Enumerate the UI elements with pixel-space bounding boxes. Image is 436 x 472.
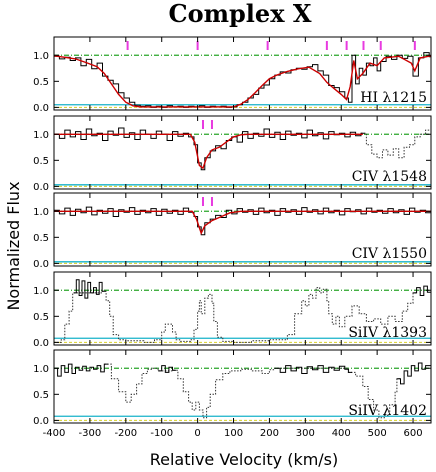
panel-plot-area (54, 279, 431, 343)
x-tick-label: 500 (368, 428, 387, 439)
y-tick-label: 0.5 (33, 312, 49, 323)
x-tick-label: -300 (79, 428, 102, 439)
panel-plot-area (54, 127, 431, 187)
model-fit (54, 133, 363, 170)
flux-spectrum (274, 365, 352, 374)
model-fit (54, 210, 431, 236)
panel-frame (53, 192, 432, 267)
panel-plot-area (54, 206, 431, 264)
flux-spectrum (158, 365, 177, 373)
panel-1: 0.0 0.5 1.0 HI λ1215 (33, 36, 432, 114)
y-tick-label: 1.0 (33, 51, 49, 62)
x-tick-label: -100 (150, 428, 173, 439)
panel-plot-area (54, 362, 431, 421)
y-tick-label: 1.0 (33, 286, 49, 297)
x-tick-label: 200 (260, 428, 279, 439)
flux-spectrum (54, 127, 365, 171)
flux-spectrum (413, 285, 431, 296)
panel-5: 0.0 0.5 1.0 SiIV λ1402 (33, 349, 432, 427)
panel-3: 0.0 0.5 1.0 CIV λ1550 (33, 192, 432, 270)
y-tick-label: 0.5 (33, 156, 49, 167)
x-tick-label: -400 (43, 428, 66, 439)
y-tick-label: 0.5 (33, 390, 49, 401)
x-tick-label: 600 (404, 428, 423, 439)
panel-label: SiIV λ1402 (348, 403, 427, 419)
panel-label: SiIV λ1393 (348, 325, 427, 341)
y-tick-label: 1.0 (33, 130, 49, 141)
y-tick-label: 0.5 (33, 77, 49, 88)
y-tick-label: 0.0 (33, 182, 49, 193)
y-tick-label: 0.0 (33, 103, 49, 114)
y-tick-label: 0.0 (33, 338, 49, 349)
y-tick-label: 0.5 (33, 233, 49, 244)
x-tick-label: 0 (194, 428, 200, 439)
x-axis-label: Relative Velocity (km/s) (150, 450, 339, 469)
flux-spectrum (54, 52, 431, 108)
panel-label: CIV λ1548 (352, 169, 427, 185)
blended-flux (104, 363, 401, 419)
y-tick-label: 1.0 (33, 364, 49, 375)
panel-4: 0.0 0.5 1.0 SiIV λ1393 (33, 271, 432, 349)
flux-spectrum (73, 279, 106, 299)
y-tick-label: 0.0 (33, 416, 49, 427)
x-tick-label: -200 (114, 428, 137, 439)
x-tick-label: 100 (224, 428, 243, 439)
panel-frame (53, 36, 432, 111)
panel-plot-area (54, 52, 431, 108)
y-tick-label: 1.0 (33, 207, 49, 218)
panel-frame (53, 271, 432, 346)
blended-flux (361, 127, 431, 159)
x-tick-label: 400 (332, 428, 351, 439)
y-tick-label: 0.0 (33, 259, 49, 270)
panel-2: 0.0 0.5 1.0 CIV λ1548 (33, 115, 432, 193)
panel-label: CIV λ1550 (352, 246, 427, 262)
panel-frame (53, 115, 432, 190)
x-tick-label: 300 (296, 428, 315, 439)
y-axis-label: Normalized Flux (4, 181, 23, 310)
flux-spectrum (396, 362, 431, 385)
model-fit (54, 55, 431, 108)
flux-spectrum (54, 363, 108, 377)
chart-title: Complex X (169, 0, 312, 28)
panel-frame (53, 349, 432, 424)
panel-label: HI λ1215 (360, 90, 427, 106)
